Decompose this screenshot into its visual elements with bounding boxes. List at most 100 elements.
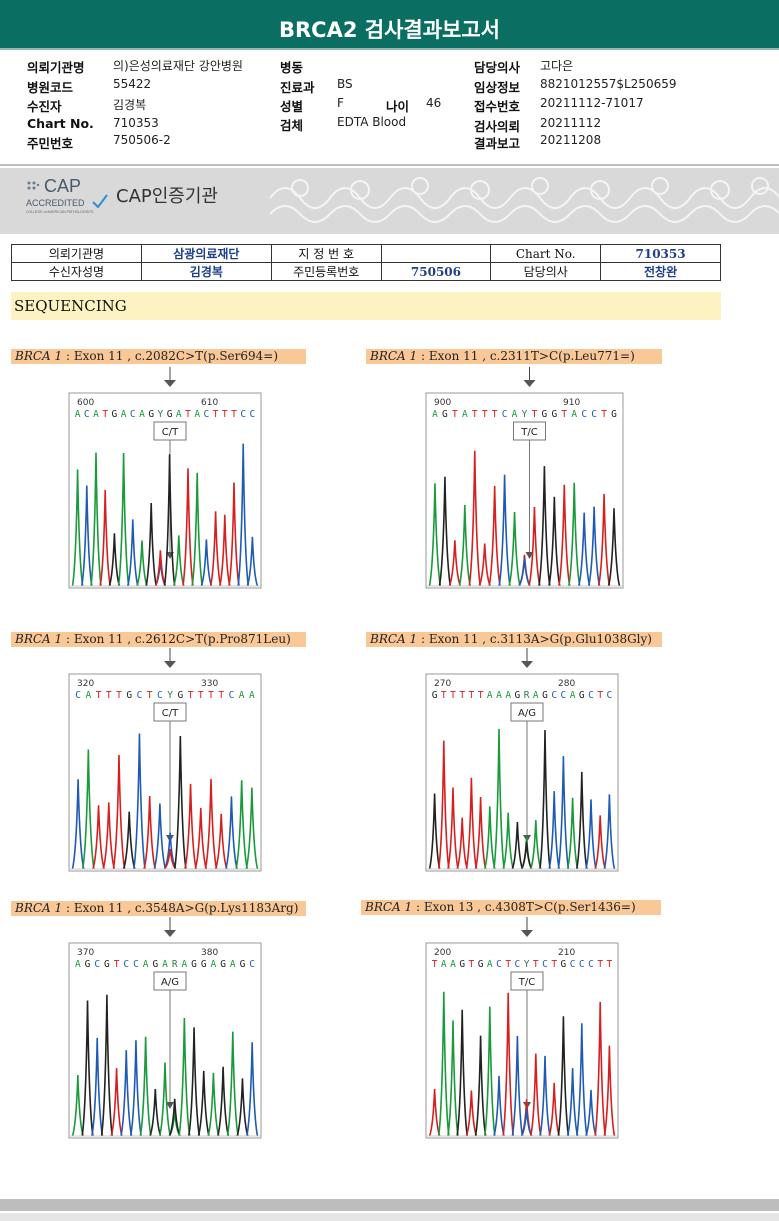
- patient-label: 수진자: [27, 99, 62, 114]
- trace-peak: [438, 476, 452, 587]
- base-letter: G: [515, 690, 521, 701]
- trace-peak: [102, 802, 116, 870]
- base-letter: C: [591, 409, 597, 420]
- base-letter: C: [133, 959, 139, 970]
- trace-peak: [597, 493, 611, 587]
- trace-peak: [133, 733, 146, 870]
- trace-peak: [139, 1036, 152, 1137]
- table-cell: 750506: [380, 262, 492, 281]
- trace-peak: [575, 1023, 588, 1137]
- base-letter: C: [581, 409, 587, 420]
- table-cell: 지 정 번 호: [270, 244, 382, 263]
- call-label: A/G: [161, 977, 179, 988]
- trace-peak: [465, 777, 478, 870]
- trace-peak: [168, 1098, 181, 1137]
- base-letter: T: [188, 690, 194, 701]
- base-letter: A: [85, 690, 91, 701]
- mutation-label: BRCA 1 : Exon 11 , c.2612C>T(p.Pro871Leu…: [11, 632, 306, 647]
- trace-peak: [447, 1020, 459, 1137]
- chromatogram-frame: [68, 392, 262, 589]
- table-cell: 의뢰기관명: [11, 244, 142, 263]
- base-letter: G: [542, 409, 548, 420]
- base-letter: T: [198, 690, 204, 701]
- trace-peak: [245, 787, 259, 870]
- trace-peak: [92, 805, 105, 870]
- pointer-arrow-icon: [523, 380, 536, 387]
- base-letter: G: [191, 959, 197, 970]
- mutation-desc: : Exon 11 , c.2311T>C(p.Leu771=): [417, 349, 635, 363]
- trace-peak: [197, 1070, 210, 1137]
- trace-peak: [528, 507, 541, 587]
- base-letter: A: [533, 690, 539, 701]
- trace-peak: [173, 736, 187, 870]
- trace-peak: [71, 779, 85, 870]
- trace-peak: [520, 1108, 533, 1137]
- base-letter: G: [126, 690, 132, 701]
- trace-peak: [585, 799, 597, 870]
- position-label: 600: [77, 398, 94, 408]
- table-cell: 담당의사: [490, 262, 602, 281]
- trace-peak: [154, 550, 167, 587]
- trace-peak: [448, 540, 462, 587]
- base-letter: T: [441, 690, 447, 701]
- trace-peak: [428, 1088, 441, 1137]
- trace-peak: [194, 807, 208, 870]
- clinical-info-label: 임상정보: [474, 80, 521, 95]
- cap-banner: CAP ACCREDITED COLLEGE of AMERICAN PATHO…: [0, 168, 779, 234]
- base-letter: A: [230, 959, 236, 970]
- base-letter: A: [462, 409, 468, 420]
- position-label: 320: [77, 679, 94, 689]
- sex-label: 성별: [280, 99, 304, 114]
- table-row: 의뢰기관명 삼광의료재단 지 정 번 호 Chart No. 710353: [11, 244, 721, 263]
- chromatogram: 200 210 T A A G T G A C T C Y T C T G C C C T T T/C: [422, 917, 622, 1142]
- base-letter: C: [75, 690, 81, 701]
- trace-peak: [511, 822, 524, 870]
- department-label: 진료과: [280, 80, 315, 95]
- trace-peak: [187, 1027, 201, 1137]
- chromatogram-frame: [425, 673, 619, 872]
- base-letter: T: [532, 409, 538, 420]
- base-letter: C: [502, 409, 508, 420]
- base-letter: T: [597, 690, 603, 701]
- doctor-label: 담당의사: [474, 60, 521, 75]
- mutation-desc: : Exon 11 , c.3548A>G(p.Lys1183Arg): [62, 901, 299, 915]
- base-letter: A: [139, 409, 145, 420]
- base-letter: A: [162, 959, 168, 970]
- table-cell: 삼광의료재단: [140, 244, 272, 263]
- age-label: 나이: [386, 99, 410, 114]
- position-label: 280: [558, 679, 575, 689]
- base-letter: G: [459, 959, 465, 970]
- trace-peak: [585, 1089, 597, 1137]
- info-separator: [0, 164, 779, 166]
- base-letter: T: [551, 959, 557, 970]
- base-letter: T: [222, 409, 228, 420]
- mutation-label: BRCA 1 : Exon 11 , c.2311T>C(p.Leu771=): [366, 349, 662, 364]
- base-letter: A: [75, 959, 81, 970]
- base-letter: C: [157, 690, 163, 701]
- table-cell: 김경복: [140, 262, 272, 281]
- chromatogram-frame: [425, 942, 619, 1139]
- base-letter: C: [240, 409, 246, 420]
- base-letter: Y: [158, 409, 164, 420]
- trace-peak: [575, 771, 588, 870]
- chromatogram-frame: [68, 673, 262, 872]
- chromatogram: 370 380 A G C G T C C A G A R A G G A G A G C A/G: [65, 917, 265, 1142]
- trace-peak: [204, 778, 218, 870]
- checkmark-icon: [92, 194, 108, 208]
- trace-peak: [428, 483, 442, 587]
- base-letter: T: [601, 409, 607, 420]
- cap-logo-text: CAP: [44, 176, 82, 196]
- receipt-no-value: 20211112-71017: [540, 96, 644, 110]
- trace-peak: [577, 512, 591, 587]
- call-label: T/C: [520, 427, 537, 438]
- trace-peak: [81, 749, 95, 870]
- sequencing-heading: SEQUENCING: [11, 292, 721, 320]
- base-letter: T: [459, 690, 465, 701]
- base-letter: A: [487, 690, 493, 701]
- trace-peak: [557, 756, 570, 870]
- specimen-label: 검체: [280, 118, 304, 133]
- base-letter: A: [211, 959, 217, 970]
